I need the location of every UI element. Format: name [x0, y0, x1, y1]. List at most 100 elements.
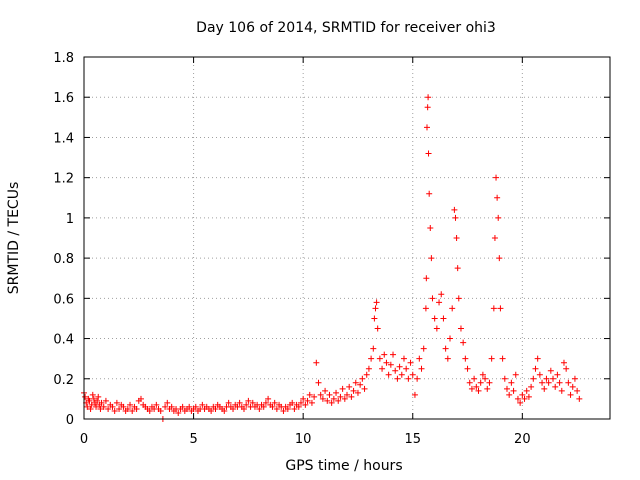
data-point [460, 339, 467, 346]
data-point [291, 405, 298, 412]
data-point [372, 305, 379, 312]
data-point [371, 315, 378, 322]
data-point [425, 150, 432, 157]
data-point [363, 371, 370, 378]
data-point [179, 403, 186, 410]
data-point [398, 371, 405, 378]
y-tick-label: 1.8 [53, 51, 74, 66]
data-point [409, 371, 416, 378]
data-point [326, 391, 333, 398]
data-point [431, 315, 438, 322]
data-point [368, 355, 375, 362]
data-point [539, 379, 546, 386]
data-point [569, 383, 576, 390]
data-point [390, 351, 397, 358]
data-point [245, 397, 252, 404]
x-tick-label: 0 [80, 432, 88, 447]
data-point [416, 355, 423, 362]
data-point [558, 387, 565, 394]
data-point [168, 403, 175, 410]
data-point [361, 385, 368, 392]
data-point [563, 365, 570, 372]
data-point [543, 375, 550, 382]
data-point [484, 385, 491, 392]
data-point [90, 395, 97, 402]
data-point [442, 345, 449, 352]
data-point [418, 365, 425, 372]
data-point [374, 325, 381, 332]
data-point [567, 391, 574, 398]
data-point [503, 385, 510, 392]
data-point [407, 359, 414, 366]
data-point [295, 403, 302, 410]
data-point [84, 403, 91, 410]
data-point [175, 409, 182, 416]
data-point [284, 405, 291, 412]
chart-title: Day 106 of 2014, SRMTID for receiver ohi… [196, 20, 496, 36]
data-point [328, 399, 335, 406]
data-point [423, 275, 430, 282]
data-point [273, 405, 280, 412]
data-point [256, 405, 263, 412]
data-point [335, 397, 342, 404]
data-point [127, 401, 134, 408]
data-point [341, 395, 348, 402]
data-point [565, 379, 572, 386]
data-point [324, 397, 331, 404]
data-point [339, 385, 346, 392]
data-point [501, 375, 508, 382]
data-point [523, 387, 530, 394]
data-point [381, 351, 388, 358]
data-point [129, 407, 136, 414]
data-point [453, 235, 460, 241]
y-tick-label: 1 [66, 212, 74, 227]
data-point [313, 359, 320, 366]
data-point [574, 387, 581, 394]
data-point [95, 393, 102, 400]
data-point [400, 355, 407, 362]
data-point [111, 407, 118, 414]
data-point [280, 407, 287, 414]
y-tick-label: 0.4 [53, 333, 74, 348]
x-tick-labels: 0 5 10 15 20 [80, 432, 531, 447]
data-point [93, 403, 100, 410]
data-point [385, 371, 392, 378]
data-point [370, 345, 377, 352]
data-point [512, 371, 519, 378]
data-point [308, 399, 315, 406]
data-point [536, 371, 543, 378]
data-point [452, 214, 459, 221]
data-point [186, 403, 193, 410]
data-point [311, 393, 318, 400]
x-tick-label: 15 [404, 432, 421, 447]
data-point [479, 371, 486, 378]
data-point [506, 391, 513, 398]
data-point [373, 299, 380, 306]
data-point [499, 355, 506, 362]
data-point [550, 375, 557, 382]
data-point [508, 379, 515, 386]
data-point [352, 379, 359, 386]
data-point [87, 405, 94, 412]
data-point [554, 371, 561, 378]
data-point [365, 365, 372, 372]
data-point [477, 379, 484, 386]
data-point [212, 405, 219, 412]
data-point [359, 375, 366, 382]
data-point [322, 387, 329, 394]
data-point [466, 379, 473, 386]
data-point [124, 405, 131, 412]
y-tick-label: 0 [66, 413, 74, 428]
y-tick-label: 1.2 [53, 172, 74, 187]
data-point [532, 365, 539, 372]
data-point [552, 383, 559, 390]
data-point [300, 395, 307, 402]
data-point [225, 399, 232, 406]
data-point [98, 399, 105, 406]
data-point [383, 359, 390, 366]
data-point [493, 174, 500, 181]
data-point [236, 399, 243, 406]
data-point [240, 405, 247, 412]
data-point [517, 399, 524, 406]
data-point [265, 395, 272, 402]
